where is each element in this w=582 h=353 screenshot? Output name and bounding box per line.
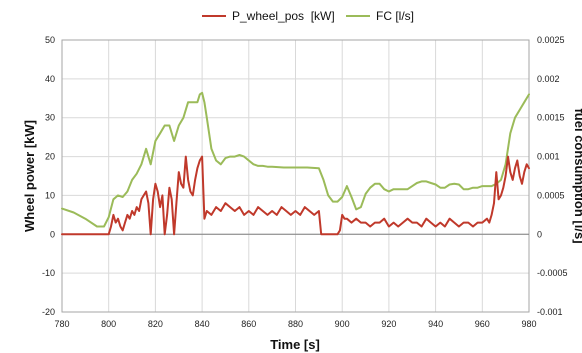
y2-tick-label: 0.0005 [537,190,565,200]
x-tick-label: 880 [288,319,303,329]
y-tick-label: 40 [45,74,55,84]
legend-label-fc: FC [l/s] [376,9,414,23]
y-tick-label: -20 [42,307,55,317]
y2-tick-label: -0.001 [537,307,563,317]
y-tick-label: -10 [42,268,55,278]
series-line-fuel-consumption [61,91,530,228]
y2-tick-labels: -0.001 -0.0005 0 0.0005 0.001 0.0015 0.002 0.00… [537,35,568,317]
x-tick-label: 780 [54,319,69,329]
y2-tick-label: 0.002 [537,74,560,84]
y2-tick-label: 0.001 [537,152,560,162]
y-tick-labels: -20 -10 0 10 20 30 40 50 [42,35,55,317]
x-tick-label: 800 [101,319,116,329]
x-tick-label: 900 [335,319,350,329]
series-group [61,91,530,236]
y2-tick-label: 0.0015 [537,113,565,123]
y2-tick-label: 0.0025 [537,35,565,45]
x-tick-label: 840 [195,319,210,329]
plot-area-border [61,39,530,313]
legend: P_wheel_pos [kW] FC [l/s] [202,9,414,23]
y2-tick-label: 0 [537,229,542,239]
y2-tick-label: -0.0005 [537,268,568,278]
x-tick-label: 960 [475,319,490,329]
x-tick-labels: 780 800 820 840 860 880 900 920 940 960 980 [54,319,536,329]
x-axis-title: Time [s] [270,337,320,352]
y-tick-label: 10 [45,190,55,200]
y2-axis-title: fuel consumption [l/s] [572,108,582,243]
y-tick-label: 0 [50,229,55,239]
y-tick-label: 30 [45,113,55,123]
x-tick-label: 980 [521,319,536,329]
y-tick-label: 50 [45,35,55,45]
series-line-wheel-power [61,155,530,236]
y-tick-label: 20 [45,152,55,162]
x-tick-label: 920 [381,319,396,329]
x-tick-label: 940 [428,319,443,329]
legend-label-power: P_wheel_pos [kW] [232,9,335,23]
x-tick-label: 860 [241,319,256,329]
x-tick-label: 820 [148,319,163,329]
y-axis-title: Wheel power [kW] [22,120,37,232]
